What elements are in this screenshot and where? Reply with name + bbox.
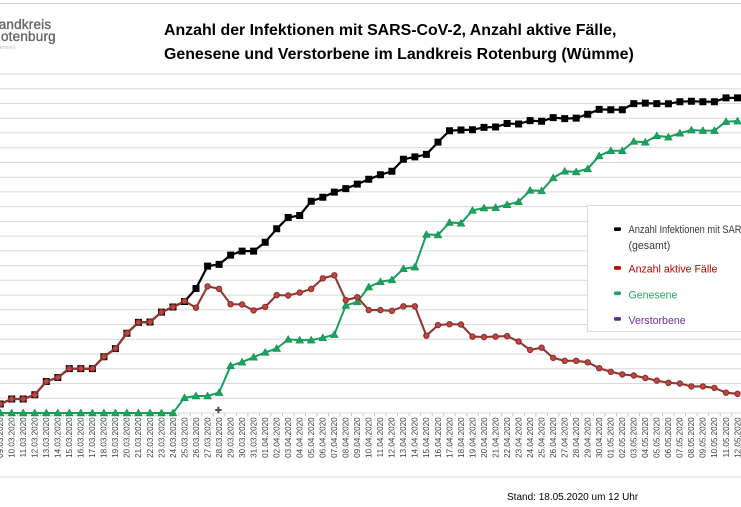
svg-text:14.03.2020: 14.03.2020 — [54, 417, 63, 458]
svg-text:30.03.2020: 30.03.2020 — [238, 417, 247, 458]
svg-text:20.03.2020: 20.03.2020 — [123, 417, 132, 458]
svg-text:15.03.2020: 15.03.2020 — [65, 417, 74, 458]
svg-text:25.03.2020: 25.03.2020 — [180, 417, 189, 458]
svg-text:31.03.2020: 31.03.2020 — [249, 417, 258, 458]
svg-text:07.05.2020: 07.05.2020 — [676, 417, 685, 458]
svg-text:13.04.2020: 13.04.2020 — [399, 417, 408, 458]
svg-text:02.05.2020: 02.05.2020 — [618, 417, 627, 458]
svg-text:03.04.2020: 03.04.2020 — [284, 417, 293, 458]
svg-text:17.04.2020: 17.04.2020 — [445, 417, 454, 458]
svg-text:09.04.2020: 09.04.2020 — [353, 417, 362, 458]
svg-text:29.04.2020: 29.04.2020 — [584, 417, 593, 458]
svg-text:16.04.2020: 16.04.2020 — [434, 417, 443, 458]
svg-text:08.04.2020: 08.04.2020 — [342, 417, 351, 458]
svg-text:10.03.2020: 10.03.2020 — [8, 417, 17, 458]
svg-text:14.04.2020: 14.04.2020 — [411, 417, 420, 458]
svg-text:09.05.2020: 09.05.2020 — [699, 417, 708, 458]
svg-text:Genesene: Genesene — [629, 290, 678, 302]
svg-text:04.05.2020: 04.05.2020 — [641, 417, 650, 458]
svg-text:Anzahl aktive Fälle: Anzahl aktive Fälle — [629, 264, 718, 276]
svg-text:20.04.2020: 20.04.2020 — [480, 417, 489, 458]
svg-text:17.03.2020: 17.03.2020 — [88, 417, 97, 458]
svg-text:05.05.2020: 05.05.2020 — [653, 417, 662, 458]
svg-text:29.03.2020: 29.03.2020 — [226, 417, 235, 458]
svg-text:26.03.2020: 26.03.2020 — [192, 417, 201, 458]
svg-text:28.03.2020: 28.03.2020 — [215, 417, 224, 458]
svg-text:Verstorbene: Verstorbene — [629, 315, 686, 327]
svg-text:09.03.2020: 09.03.2020 — [0, 417, 5, 458]
svg-text:16.03.2020: 16.03.2020 — [77, 417, 86, 458]
svg-text:18.04.2020: 18.04.2020 — [457, 417, 466, 458]
svg-text:12.05.2020: 12.05.2020 — [733, 417, 741, 458]
svg-text:21.04.2020: 21.04.2020 — [491, 417, 500, 458]
svg-text:24.04.2020: 24.04.2020 — [526, 417, 535, 458]
svg-text:18.03.2020: 18.03.2020 — [100, 417, 109, 458]
svg-text:01.04.2020: 01.04.2020 — [261, 417, 270, 458]
svg-text:21.03.2020: 21.03.2020 — [134, 417, 143, 458]
svg-text:22.03.2020: 22.03.2020 — [146, 417, 155, 458]
svg-text:27.04.2020: 27.04.2020 — [561, 417, 570, 458]
svg-text:22.04.2020: 22.04.2020 — [503, 417, 512, 458]
svg-text:11.03.2020: 11.03.2020 — [19, 417, 28, 457]
svg-text:13.03.2020: 13.03.2020 — [42, 417, 51, 458]
svg-text:07.04.2020: 07.04.2020 — [330, 417, 339, 458]
svg-text:12.04.2020: 12.04.2020 — [388, 417, 397, 458]
svg-text:06.04.2020: 06.04.2020 — [319, 417, 328, 458]
svg-text:23.03.2020: 23.03.2020 — [157, 417, 166, 458]
svg-text:08.05.2020: 08.05.2020 — [687, 417, 696, 458]
svg-text:26.04.2020: 26.04.2020 — [549, 417, 558, 458]
svg-text:27.03.2020: 27.03.2020 — [203, 417, 212, 458]
svg-text:25.04.2020: 25.04.2020 — [537, 417, 546, 458]
svg-text:04.04.2020: 04.04.2020 — [296, 417, 305, 458]
svg-text:11.04.2020: 11.04.2020 — [376, 417, 385, 457]
svg-text:10.04.2020: 10.04.2020 — [365, 417, 374, 458]
svg-text:11.05.2020: 11.05.2020 — [722, 417, 731, 457]
svg-text:03.05.2020: 03.05.2020 — [630, 417, 639, 458]
svg-text:10.05.2020: 10.05.2020 — [710, 417, 719, 458]
svg-text:24.03.2020: 24.03.2020 — [169, 417, 178, 458]
svg-text:02.04.2020: 02.04.2020 — [273, 417, 282, 458]
svg-text:(gesamt): (gesamt) — [629, 240, 671, 252]
svg-text:05.04.2020: 05.04.2020 — [307, 417, 316, 458]
svg-text:30.04.2020: 30.04.2020 — [595, 417, 604, 458]
svg-text:12.03.2020: 12.03.2020 — [31, 417, 40, 458]
svg-text:Anzahl Infektionen mit SARS-Co: Anzahl Infektionen mit SARS-CoV-2 — [629, 224, 741, 236]
svg-text:06.05.2020: 06.05.2020 — [664, 417, 673, 458]
svg-text:23.04.2020: 23.04.2020 — [514, 417, 523, 458]
svg-text:19.04.2020: 19.04.2020 — [468, 417, 477, 458]
svg-text:15.04.2020: 15.04.2020 — [422, 417, 431, 458]
svg-text:01.05.2020: 01.05.2020 — [607, 417, 616, 458]
svg-text:19.03.2020: 19.03.2020 — [111, 417, 120, 458]
svg-text:28.04.2020: 28.04.2020 — [572, 417, 581, 458]
